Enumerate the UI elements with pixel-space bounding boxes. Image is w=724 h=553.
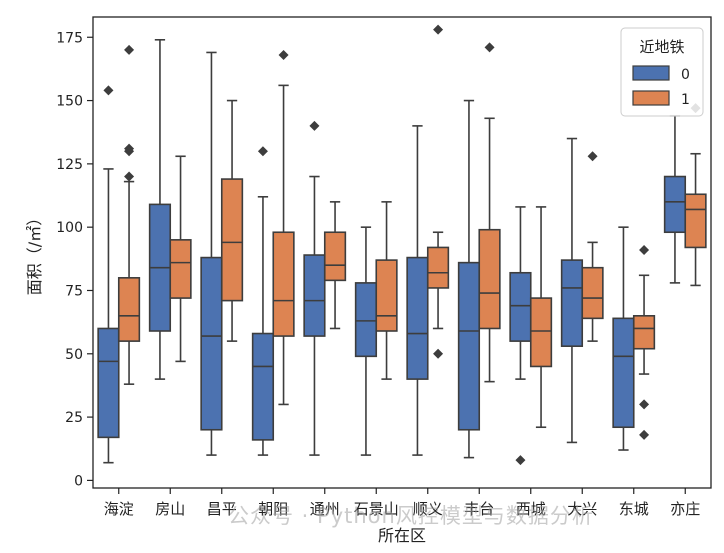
y-tick-label-4: 100 (56, 220, 83, 236)
axes-frame (92, 16, 712, 489)
flier-point-0 (278, 49, 289, 60)
box-body (303, 254, 326, 337)
box-1-亦庄 (684, 103, 707, 287)
box-1-西城 (529, 206, 553, 429)
box-1-顺义 (426, 24, 450, 359)
box-body (612, 317, 635, 429)
x-tick-label-9: 大兴 (567, 500, 597, 518)
legend-title: 近地铁 (639, 38, 684, 56)
box-body (581, 266, 604, 320)
box-body (375, 259, 398, 332)
box-0-东城 (612, 226, 635, 451)
box-body (97, 327, 120, 439)
flier-point-3 (124, 44, 135, 55)
flier-point-2 (124, 143, 135, 154)
y-tick-label-1: 25 (65, 410, 83, 426)
x-tick-label-11: 亦庄 (670, 500, 700, 518)
legend-swatch-0 (632, 65, 670, 81)
flier-point-0 (309, 120, 320, 131)
legend-swatch-1 (632, 90, 670, 106)
x-tick-label-8: 西城 (516, 500, 546, 518)
y-tick-label-3: 75 (65, 283, 83, 299)
x-tick-label-1: 房山 (155, 500, 185, 518)
legend: 近地铁 0 1 (620, 27, 704, 117)
flier-point-1 (639, 399, 650, 410)
flier-point-0 (639, 244, 650, 255)
box-0-昌平 (200, 51, 223, 456)
y-axis-label: 面积（/㎡） (25, 210, 44, 295)
box-1-大兴 (581, 151, 604, 342)
x-tick-label-2: 昌平 (207, 500, 237, 518)
box-body (117, 277, 141, 342)
box-body (200, 256, 223, 431)
box-0-海淀 (97, 85, 120, 464)
flier-point-0 (257, 146, 268, 157)
box-body (323, 231, 347, 282)
box-1-朝阳 (272, 49, 295, 406)
box-1-房山 (169, 155, 192, 363)
box-body (426, 246, 450, 289)
y-tick-label-7: 175 (56, 30, 83, 46)
box-0-丰台 (457, 99, 481, 459)
box-0-西城 (509, 206, 532, 466)
flier-point-0 (124, 171, 135, 182)
box-body (478, 228, 501, 330)
box-body (663, 175, 687, 234)
flier-point-0 (433, 24, 444, 35)
box-body (251, 332, 275, 441)
x-tick-label-0: 海淀 (104, 500, 134, 518)
y-tick-label-2: 50 (65, 347, 83, 363)
y-tick-label-6: 150 (56, 94, 83, 110)
x-tick-label-4: 通州 (310, 500, 340, 518)
box-1-昌平 (220, 99, 244, 342)
flier-point-1 (433, 348, 444, 359)
box-0-通州 (303, 120, 326, 456)
box-1-海淀 (117, 44, 141, 385)
flier-point-0 (587, 151, 598, 162)
y-tick-label-0: 0 (74, 473, 83, 489)
y-tick-label-5: 125 (56, 157, 83, 173)
box-body (509, 271, 532, 342)
box-1-石景山 (375, 201, 398, 380)
box-0-大兴 (560, 137, 584, 444)
box-0-房山 (148, 38, 172, 380)
box-body (529, 297, 553, 368)
legend-label-1: 1 (681, 92, 690, 108)
box-1-丰台 (478, 42, 501, 383)
box-1-通州 (323, 201, 347, 330)
box-1-东城 (632, 244, 656, 440)
box-0-顺义 (406, 125, 429, 456)
box-body (560, 259, 584, 347)
box-body (220, 178, 244, 302)
flier-point-2 (639, 429, 650, 440)
box-body (457, 261, 481, 431)
box-0-石景山 (354, 226, 378, 456)
x-axis-label: 所在区 (378, 526, 426, 545)
x-tick-label-7: 丰台 (464, 500, 494, 518)
box-body (684, 193, 707, 249)
flier-point-0 (103, 85, 114, 96)
box-body (169, 239, 192, 299)
x-tick-label-3: 朝阳 (258, 500, 288, 518)
flier-point-0 (484, 42, 495, 53)
x-tick-label-10: 东城 (619, 500, 649, 518)
box-body (632, 315, 656, 350)
x-tick-label-5: 石景山 (354, 500, 399, 518)
box-0-朝阳 (251, 146, 275, 456)
box-body (406, 256, 429, 380)
x-tick-label-6: 顺义 (413, 500, 443, 518)
box-body (272, 231, 295, 337)
box-body (354, 282, 378, 358)
flier-point-0 (515, 455, 526, 466)
legend-label-0: 0 (681, 67, 690, 83)
